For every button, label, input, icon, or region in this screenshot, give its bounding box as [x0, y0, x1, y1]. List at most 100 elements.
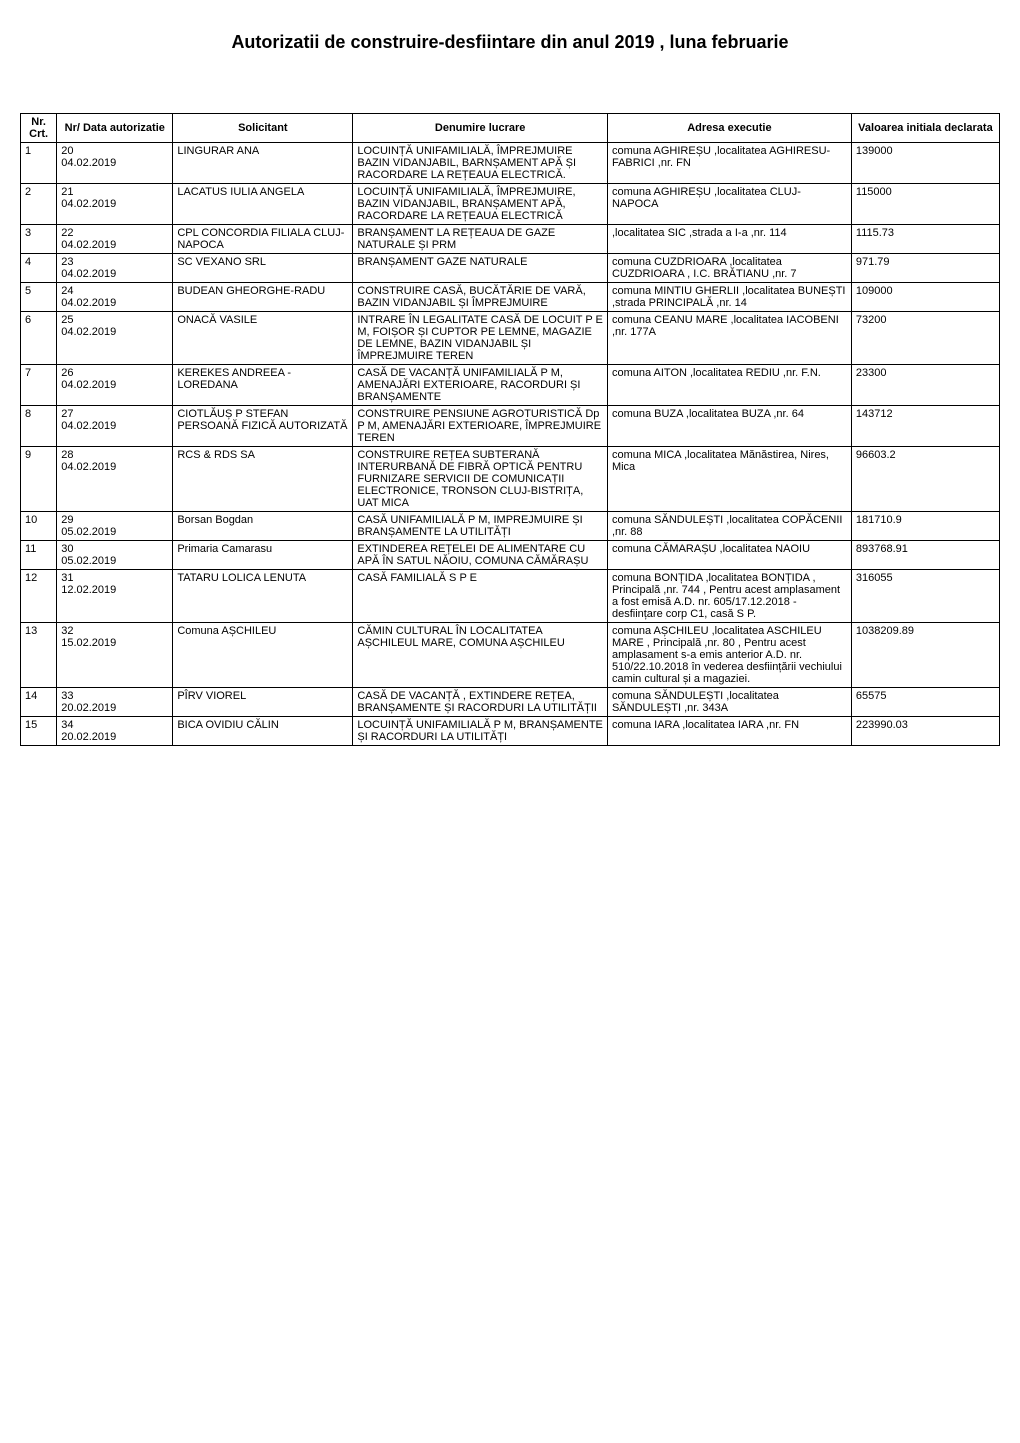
cell-nr: 6	[21, 312, 57, 365]
table-row: 322 04.02.2019CPL CONCORDIA FILIALA CLUJ…	[21, 225, 1000, 254]
cell-nr: 1	[21, 143, 57, 184]
header-adresa: Adresa executie	[607, 114, 851, 143]
cell-denumire: CASĂ DE VACANȚĂ UNIFAMILIALĂ P M, AMENAJ…	[353, 365, 608, 406]
cell-nr: 4	[21, 254, 57, 283]
cell-denumire: CONSTRUIRE REȚEA SUBTERANĂ INTERURBANĂ D…	[353, 447, 608, 512]
cell-solicitant: ONACĂ VASILE	[173, 312, 353, 365]
cell-adresa: comuna MICA ,localitatea Mănăstirea, Nir…	[607, 447, 851, 512]
cell-solicitant: RCS & RDS SA	[173, 447, 353, 512]
table-header-row: Nr. Crt. Nr/ Data autorizatie Solicitant…	[21, 114, 1000, 143]
cell-valoare: 143712	[851, 406, 999, 447]
table-row: 221 04.02.2019LACATUS IULIA ANGELALOCUIN…	[21, 184, 1000, 225]
cell-solicitant: TATARU LOLICA LENUTA	[173, 570, 353, 623]
table-row: 726 04.02.2019KEREKES ANDREEA - LOREDANA…	[21, 365, 1000, 406]
cell-valoare: 23300	[851, 365, 999, 406]
cell-data: 20 04.02.2019	[57, 143, 173, 184]
cell-nr: 3	[21, 225, 57, 254]
cell-data: 33 20.02.2019	[57, 688, 173, 717]
cell-valoare: 1038209.89	[851, 623, 999, 688]
cell-adresa: ,localitatea SIC ,strada a I-a ,nr. 114	[607, 225, 851, 254]
cell-valoare: 65575	[851, 688, 999, 717]
cell-valoare: 96603.2	[851, 447, 999, 512]
cell-adresa: comuna CUZDRIOARA ,localitatea CUZDRIOAR…	[607, 254, 851, 283]
cell-solicitant: SC VEXANO SRL	[173, 254, 353, 283]
table-row: 1029 05.02.2019Borsan BogdanCASĂ UNIFAMI…	[21, 512, 1000, 541]
cell-data: 23 04.02.2019	[57, 254, 173, 283]
cell-valoare: 181710.9	[851, 512, 999, 541]
cell-valoare: 893768.91	[851, 541, 999, 570]
cell-denumire: CASĂ UNIFAMILIALĂ P M, IMPREJMUIRE ȘI BR…	[353, 512, 608, 541]
cell-data: 21 04.02.2019	[57, 184, 173, 225]
cell-nr: 5	[21, 283, 57, 312]
cell-solicitant: LINGURAR ANA	[173, 143, 353, 184]
cell-valoare: 115000	[851, 184, 999, 225]
cell-denumire: BRANȘAMENT GAZE NATURALE	[353, 254, 608, 283]
cell-denumire: CONSTRUIRE PENSIUNE AGROTURISTICĂ Dp P M…	[353, 406, 608, 447]
cell-valoare: 316055	[851, 570, 999, 623]
cell-adresa: comuna AGHIREȘU ,localitatea AGHIRESU-FA…	[607, 143, 851, 184]
cell-data: 32 15.02.2019	[57, 623, 173, 688]
cell-solicitant: LACATUS IULIA ANGELA	[173, 184, 353, 225]
table-row: 928 04.02.2019RCS & RDS SACONSTRUIRE REȚ…	[21, 447, 1000, 512]
page-title: Autorizatii de construire-desfiintare di…	[20, 32, 1000, 53]
cell-adresa: comuna CEANU MARE ,localitatea IACOBENI …	[607, 312, 851, 365]
table-row: 1332 15.02.2019Comuna AȘCHILEUCĂMIN CULT…	[21, 623, 1000, 688]
cell-denumire: CONSTRUIRE CASĂ, BUCĂTĂRIE DE VARĂ, BAZI…	[353, 283, 608, 312]
cell-valoare: 109000	[851, 283, 999, 312]
cell-solicitant: PÎRV VIOREL	[173, 688, 353, 717]
cell-data: 27 04.02.2019	[57, 406, 173, 447]
cell-denumire: EXTINDEREA REȚELEI DE ALIMENTARE CU APĂ …	[353, 541, 608, 570]
cell-data: 26 04.02.2019	[57, 365, 173, 406]
cell-denumire: INTRARE ÎN LEGALITATE CASĂ DE LOCUIT P E…	[353, 312, 608, 365]
cell-adresa: comuna CĂMARAȘU ,localitatea NAOIU	[607, 541, 851, 570]
table-row: 1534 20.02.2019BICA OVIDIU CĂLINLOCUINȚĂ…	[21, 717, 1000, 746]
cell-adresa: comuna BONȚIDA ,localitatea BONȚIDA , Pr…	[607, 570, 851, 623]
cell-valoare: 1115.73	[851, 225, 999, 254]
table-row: 120 04.02.2019LINGURAR ANALOCUINȚĂ UNIFA…	[21, 143, 1000, 184]
cell-data: 31 12.02.2019	[57, 570, 173, 623]
cell-solicitant: Borsan Bogdan	[173, 512, 353, 541]
cell-denumire: BRANȘAMENT LA REȚEAUA DE GAZE NATURALE Ș…	[353, 225, 608, 254]
cell-adresa: comuna BUZA ,localitatea BUZA ,nr. 64	[607, 406, 851, 447]
cell-nr: 14	[21, 688, 57, 717]
cell-valoare: 139000	[851, 143, 999, 184]
header-solicitant: Solicitant	[173, 114, 353, 143]
cell-adresa: comuna AGHIREȘU ,localitatea CLUJ-NAPOCA	[607, 184, 851, 225]
table-row: 1130 05.02.2019Primaria CamarasuEXTINDER…	[21, 541, 1000, 570]
cell-nr: 10	[21, 512, 57, 541]
header-valoare: Valoarea initiala declarata	[851, 114, 999, 143]
cell-solicitant: KEREKES ANDREEA - LOREDANA	[173, 365, 353, 406]
cell-solicitant: BICA OVIDIU CĂLIN	[173, 717, 353, 746]
cell-data: 30 05.02.2019	[57, 541, 173, 570]
cell-valoare: 73200	[851, 312, 999, 365]
cell-solicitant: CIOTLĂUȘ P STEFAN PERSOANĂ FIZICĂ AUTORI…	[173, 406, 353, 447]
cell-denumire: CASĂ FAMILIALĂ S P E	[353, 570, 608, 623]
cell-data: 22 04.02.2019	[57, 225, 173, 254]
cell-nr: 7	[21, 365, 57, 406]
table-row: 827 04.02.2019CIOTLĂUȘ P STEFAN PERSOANĂ…	[21, 406, 1000, 447]
table-row: 423 04.02.2019SC VEXANO SRLBRANȘAMENT GA…	[21, 254, 1000, 283]
cell-nr: 2	[21, 184, 57, 225]
cell-valoare: 971.79	[851, 254, 999, 283]
cell-denumire: LOCUINȚĂ UNIFAMILIALĂ, ÎMPREJMUIRE, BAZI…	[353, 184, 608, 225]
cell-data: 29 05.02.2019	[57, 512, 173, 541]
cell-nr: 12	[21, 570, 57, 623]
cell-nr: 9	[21, 447, 57, 512]
cell-solicitant: BUDEAN GHEORGHE-RADU	[173, 283, 353, 312]
cell-denumire: LOCUINȚĂ UNIFAMILIALĂ P M, BRANȘAMENTE Ș…	[353, 717, 608, 746]
cell-adresa: comuna MINTIU GHERLII ,localitatea BUNEȘ…	[607, 283, 851, 312]
cell-adresa: comuna AITON ,localitatea REDIU ,nr. F.N…	[607, 365, 851, 406]
cell-adresa: comuna SĂNDULEȘTI ,localitatea COPĂCENII…	[607, 512, 851, 541]
cell-denumire: CĂMIN CULTURAL ÎN LOCALITATEA AȘCHILEUL …	[353, 623, 608, 688]
cell-solicitant: Comuna AȘCHILEU	[173, 623, 353, 688]
table-row: 1433 20.02.2019PÎRV VIORELCASĂ DE VACANȚ…	[21, 688, 1000, 717]
cell-denumire: LOCUINȚĂ UNIFAMILIALĂ, ÎMPREJMUIRE BAZIN…	[353, 143, 608, 184]
cell-adresa: comuna SĂNDULEȘTI ,localitatea SĂNDULEȘT…	[607, 688, 851, 717]
header-data: Nr/ Data autorizatie	[57, 114, 173, 143]
cell-data: 25 04.02.2019	[57, 312, 173, 365]
cell-nr: 13	[21, 623, 57, 688]
table-row: 1231 12.02.2019TATARU LOLICA LENUTACASĂ …	[21, 570, 1000, 623]
table-row: 524 04.02.2019BUDEAN GHEORGHE-RADUCONSTR…	[21, 283, 1000, 312]
header-denumire: Denumire lucrare	[353, 114, 608, 143]
cell-nr: 15	[21, 717, 57, 746]
